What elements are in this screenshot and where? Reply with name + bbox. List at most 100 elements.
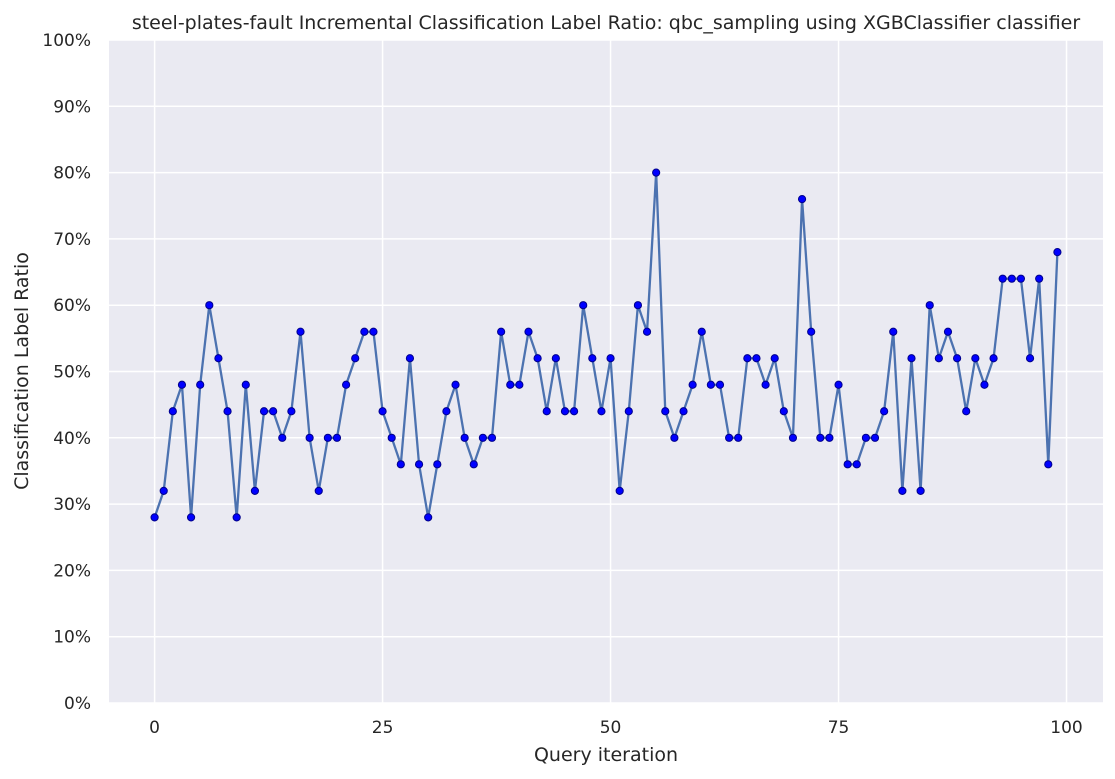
data-point	[241, 380, 250, 389]
y-tick-label: 10%	[53, 628, 91, 648]
data-point	[305, 433, 314, 442]
data-point	[889, 327, 898, 336]
data-point	[515, 380, 524, 389]
y-tick-label: 90%	[53, 97, 91, 117]
x-tick-label: 0	[149, 718, 160, 738]
data-point	[451, 380, 460, 389]
data-point	[697, 327, 706, 336]
data-point	[442, 407, 451, 416]
data-point	[205, 301, 214, 310]
data-point	[232, 513, 241, 522]
data-point	[588, 354, 597, 363]
data-point	[497, 327, 506, 336]
data-point	[186, 513, 196, 522]
series-line	[153, 171, 1059, 519]
data-point	[287, 407, 296, 416]
data-point	[177, 380, 187, 389]
data-point	[816, 433, 825, 442]
data-point	[797, 195, 807, 204]
x-tick-label: 100	[1050, 718, 1082, 738]
y-tick-label: 30%	[53, 495, 91, 515]
x-axis-title: Query iteration	[534, 744, 678, 766]
data-point	[159, 486, 168, 495]
data-point	[670, 433, 679, 442]
data-point	[734, 433, 743, 442]
data-point	[943, 327, 953, 336]
data-point	[834, 380, 843, 389]
data-point	[898, 486, 907, 495]
data-point	[569, 407, 579, 416]
data-point	[542, 407, 551, 416]
data-point	[1007, 274, 1016, 283]
data-point	[615, 486, 624, 495]
data-point	[843, 460, 852, 469]
data-point	[314, 486, 323, 495]
data-point	[779, 407, 788, 416]
data-point	[150, 513, 159, 522]
data-point	[478, 433, 487, 442]
data-point	[770, 354, 779, 363]
data-point	[296, 327, 305, 336]
data-point	[761, 380, 770, 389]
data-point	[278, 433, 287, 442]
data-point	[998, 274, 1007, 283]
data-point	[424, 513, 433, 522]
y-tick-label: 40%	[53, 429, 91, 449]
data-point	[259, 407, 269, 416]
data-point	[1016, 274, 1026, 283]
data-point	[706, 380, 715, 389]
data-point	[624, 407, 633, 416]
series-layer	[150, 168, 1062, 522]
data-point	[469, 460, 478, 469]
data-point	[560, 407, 570, 416]
data-point	[633, 301, 643, 310]
y-tick-label: 100%	[42, 31, 91, 51]
data-point	[250, 486, 260, 495]
data-point	[1044, 460, 1053, 469]
data-point	[606, 354, 615, 363]
x-tick-label: 75	[828, 718, 850, 738]
data-point	[405, 354, 415, 363]
y-axis-title: Classification Label Ratio	[11, 252, 33, 490]
data-point	[433, 460, 442, 469]
data-point	[679, 407, 688, 416]
data-point	[323, 433, 332, 442]
data-point	[989, 354, 998, 363]
data-point	[962, 407, 971, 416]
data-point	[652, 168, 661, 177]
y-tick-label: 0%	[64, 694, 91, 714]
data-point	[825, 433, 834, 442]
data-point	[506, 380, 515, 389]
data-point	[369, 327, 378, 336]
data-point	[907, 354, 916, 363]
data-point	[396, 460, 405, 469]
data-point	[387, 433, 396, 442]
data-point	[269, 407, 278, 416]
data-point	[487, 433, 497, 442]
data-point	[214, 354, 223, 363]
data-point	[916, 486, 925, 495]
data-point	[725, 433, 734, 442]
data-point	[925, 301, 934, 310]
data-point	[223, 407, 232, 416]
data-point	[743, 354, 752, 363]
y-tick-label: 70%	[53, 230, 91, 250]
data-point	[880, 407, 889, 416]
y-tick-label: 60%	[53, 296, 91, 316]
x-tick-label: 50	[600, 718, 622, 738]
data-point	[715, 380, 725, 389]
data-point	[752, 354, 761, 363]
data-point	[852, 460, 861, 469]
data-point	[332, 433, 342, 442]
y-tick-label: 80%	[53, 164, 91, 184]
data-point	[597, 407, 606, 416]
x-tick-label: 25	[372, 718, 394, 738]
data-point	[1053, 248, 1062, 257]
data-point	[414, 460, 424, 469]
y-tick-label: 20%	[53, 561, 91, 581]
data-point	[952, 354, 962, 363]
data-point	[642, 327, 652, 336]
data-point	[168, 407, 177, 416]
data-point	[533, 354, 542, 363]
